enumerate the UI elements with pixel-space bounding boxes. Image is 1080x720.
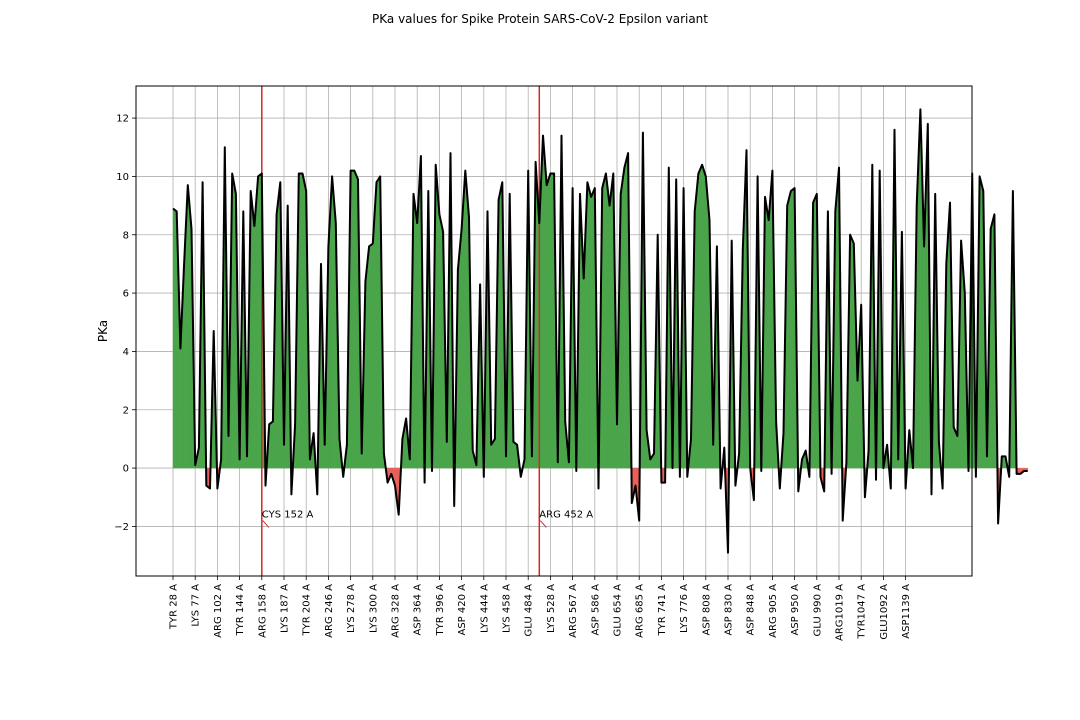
- positive-area: [790, 187, 795, 469]
- x-tick-label: LYS 776 A: [679, 584, 690, 633]
- x-tick-label: ASP1139 A: [901, 584, 912, 639]
- x-tick-label: ARG 567 A: [568, 584, 579, 638]
- plot-area: −2 0 2 4 6 8 10 12 TYR 28 A LYS 77 A ARG 102 A TYR …: [114, 85, 1028, 641]
- positive-area: [701, 164, 706, 469]
- y-tick-label: 6: [123, 289, 129, 300]
- positive-area: [546, 173, 551, 469]
- x-tick-label: ASP 950 A: [790, 584, 801, 636]
- x-tick-label: TYR 204 A: [302, 584, 313, 637]
- x-tick-label: TYR 396 A: [435, 584, 446, 637]
- x-tick-label: LYS 300 A: [368, 584, 379, 633]
- y-tick-label: 10: [116, 172, 129, 183]
- x-tick-label: LYS 458 A: [502, 584, 513, 633]
- positive-area: [350, 170, 355, 469]
- chart-title: PKa values for Spike Protein SARS-CoV-2 …: [372, 12, 708, 26]
- x-tick-label: ARG1019 A: [835, 584, 846, 641]
- x-tick-label: LYS 77 A: [191, 584, 202, 627]
- y-tick-label: 4: [123, 347, 129, 358]
- x-tick-label: LYS 528 A: [546, 584, 557, 633]
- positive-area: [550, 173, 555, 469]
- positive-area: [250, 190, 255, 469]
- x-tick-label: ARG 905 A: [768, 584, 779, 638]
- x-tick-label: LYS 444 A: [479, 584, 490, 633]
- x-tick-label: TYR 144 A: [235, 584, 246, 637]
- x-tick-label: GLU 654 A: [613, 584, 624, 637]
- x-tick-label: ARG 158 A: [257, 584, 268, 638]
- x-tick-label: ASP 420 A: [457, 584, 468, 636]
- plot-frame: [135, 85, 973, 577]
- positive-area: [298, 173, 303, 469]
- x-tick-label: ARG 328 A: [391, 584, 402, 638]
- positive-area: [698, 164, 703, 469]
- pka-line: [172, 108, 1028, 554]
- x-tick-label: LYS 278 A: [346, 584, 357, 633]
- positive-area: [764, 196, 769, 469]
- x-tick-label: TYR 28 A: [169, 584, 180, 630]
- x-tick-label: ASP 848 A: [746, 584, 757, 636]
- marker-label: CYS 152 A: [262, 510, 314, 521]
- x-tick-label: ASP 364 A: [413, 584, 424, 636]
- x-tick-label: GLU1092 A: [879, 584, 890, 640]
- marker-arrow: [539, 520, 547, 528]
- y-tick-label: 8: [123, 230, 129, 241]
- y-tick-label: 2: [123, 405, 129, 416]
- marker-arrow: [262, 520, 270, 528]
- y-tick-label: 0: [123, 464, 129, 475]
- x-tick-label: ASP 586 A: [590, 584, 601, 636]
- x-tick-label: ARG 102 A: [213, 584, 224, 638]
- positive-area: [354, 170, 359, 469]
- x-tick-label: GLU 990 A: [812, 584, 823, 637]
- positive-area: [172, 208, 177, 469]
- positive-area: [849, 234, 854, 469]
- positive-area: [590, 188, 595, 469]
- x-tick-label: TYR1047 A: [857, 584, 868, 640]
- x-tick-label: ARG 685 A: [635, 584, 646, 638]
- y-tick-label: 12: [116, 114, 129, 125]
- x-tick-label: LYS 187 A: [280, 584, 291, 633]
- x-tick-label: GLU 484 A: [524, 584, 535, 637]
- x-tick-label: TYR 741 A: [657, 584, 668, 637]
- y-tick-label: −2: [114, 522, 129, 533]
- y-axis-label: PKa: [96, 320, 110, 342]
- x-tick-label: ASP 830 A: [724, 584, 735, 636]
- positive-area: [413, 193, 418, 469]
- positive-area: [624, 153, 629, 469]
- positive-area: [605, 173, 610, 469]
- positive-area: [376, 175, 381, 469]
- positive-area: [609, 173, 614, 469]
- positive-area: [368, 243, 373, 469]
- x-tick-label: ARG 246 A: [324, 584, 335, 638]
- marker-label: ARG 452 A: [539, 510, 593, 521]
- positive-area: [587, 182, 592, 469]
- x-tick-label: ASP 808 A: [701, 584, 712, 636]
